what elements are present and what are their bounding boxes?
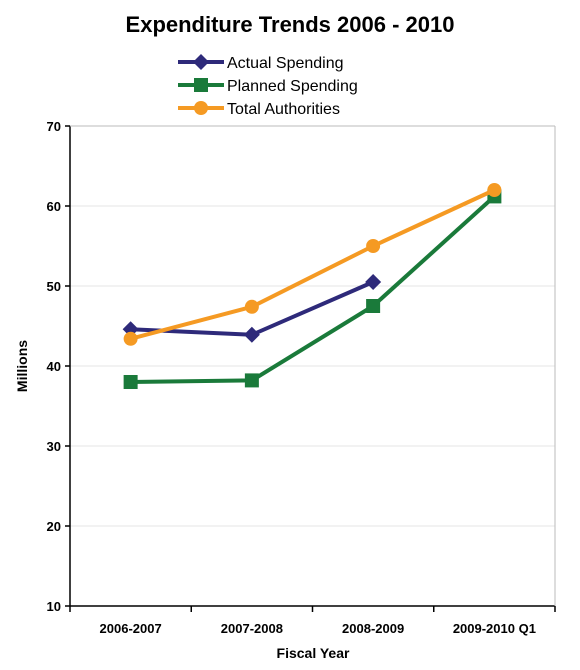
legend-marker — [194, 78, 208, 92]
x-tick-label: 2007-2008 — [221, 621, 283, 636]
series-line — [130, 194, 496, 384]
series-3 — [123, 183, 502, 346]
y-tick-label: 10 — [47, 599, 61, 614]
data-point — [366, 299, 381, 313]
data-point — [123, 375, 138, 389]
chart-title: Expenditure Trends 2006 - 2010 — [126, 12, 455, 37]
data-point — [365, 274, 382, 290]
legend: Actual Spending Planned Spending Total Aut… — [178, 54, 358, 118]
data-point — [487, 183, 502, 197]
legend-label: Actual Spending — [227, 55, 344, 72]
gridlines — [70, 125, 555, 527]
series-line — [130, 188, 496, 341]
series-group — [122, 183, 502, 389]
y-tick-label: 70 — [47, 119, 61, 134]
x-tick-label: 2009-2010 Q1 — [453, 621, 536, 636]
y-axis-label: Millions — [14, 340, 30, 392]
y-tick-label: 60 — [47, 199, 61, 214]
legend-marker — [194, 101, 208, 115]
data-point — [244, 299, 259, 314]
data-point — [123, 331, 138, 346]
legend-marker — [193, 54, 209, 70]
data-point — [366, 239, 381, 253]
series-1 — [122, 274, 382, 343]
y-tick-label: 40 — [47, 359, 61, 374]
y-axis-ticks: 10 20 30 40 50 60 70 — [47, 119, 70, 614]
x-tick-label: 2008-2009 — [342, 621, 404, 636]
series-2 — [123, 189, 502, 389]
legend-item: Total Authorities — [178, 101, 340, 118]
legend-item: Planned Spending — [178, 78, 358, 95]
data-point — [243, 326, 260, 343]
legend-label: Total Authorities — [227, 101, 340, 118]
legend-label: Planned Spending — [227, 78, 358, 95]
x-tick-label: 2006-2007 — [100, 621, 162, 636]
data-point — [244, 373, 259, 388]
y-tick-label: 30 — [47, 439, 61, 454]
x-axis-ticks: 2006-2007 2007-2008 2008-2009 2009-2010 Q1 — [69, 606, 556, 636]
y-tick-label: 50 — [47, 279, 61, 294]
y-tick-label: 20 — [47, 519, 61, 534]
x-axis-label: Fiscal Year — [277, 645, 350, 661]
legend-item: Actual Spending — [178, 54, 344, 72]
